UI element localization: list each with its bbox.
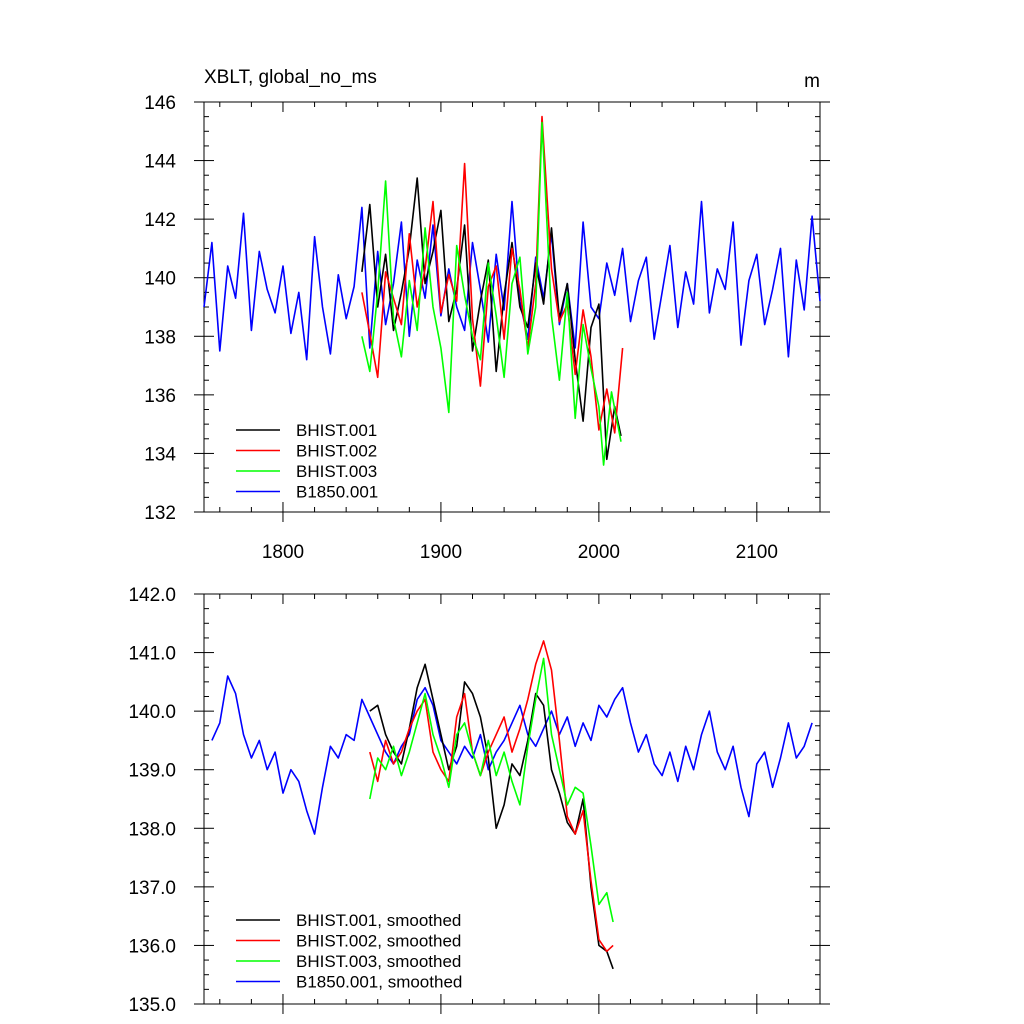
legend-label: B1850.001, smoothed [296,973,462,992]
legend-label: BHIST.002 [296,442,377,461]
bottom-panel: 135.0 136.0 137.0 138.0 139.0 140.0 141.0 142.0… [128,585,830,1016]
series-line-1 [361,115,624,434]
series-line-1 [369,640,614,953]
y-tick-label: 139.0 [128,761,176,782]
legend-label: BHIST.003 [296,462,377,481]
legend-label: BHIST.002, smoothed [296,932,461,951]
y-tick-label: 136 [144,386,176,407]
y-tick-label: 142 [144,210,176,231]
series-line-3 [211,675,813,835]
y-tick-label: 138.0 [128,819,176,840]
y-tick-label: 140 [144,269,176,290]
series-line-3 [203,200,821,361]
top-title-left: XBLT, global_no_ms [204,67,377,88]
y-tick-label: 136.0 [128,936,176,957]
x-tick-label: 1800 [262,542,304,563]
y-tick-label: 138 [144,327,176,348]
y-tick-label: 146 [144,93,176,114]
legend-label: BHIST.003, smoothed [296,952,461,971]
top-title-right: m [804,71,820,92]
series-line-2 [361,121,622,466]
y-tick-label: 142.0 [128,585,176,606]
x-tick-label: 2100 [736,542,778,563]
legend-label: BHIST.001 [296,421,377,440]
y-tick-label: 135.0 [128,995,176,1016]
x-tick-label: 1900 [420,542,462,563]
y-tick-label: 134 [144,444,176,465]
top-panel: 132 134 136 138 140 142 144 146 1800 1900 2000 2100… [144,93,830,563]
y-tick-label: 140.0 [128,702,176,723]
legend-label: B1850.001 [296,483,378,502]
y-tick-label: 137.0 [128,878,176,899]
legend-label: BHIST.001, smoothed [296,911,461,930]
y-tick-label: 141.0 [128,644,176,665]
y-tick-label: 132 [144,503,176,524]
series-line-2 [369,657,614,923]
y-tick-label: 144 [144,152,176,173]
x-tick-label: 2000 [578,542,620,563]
